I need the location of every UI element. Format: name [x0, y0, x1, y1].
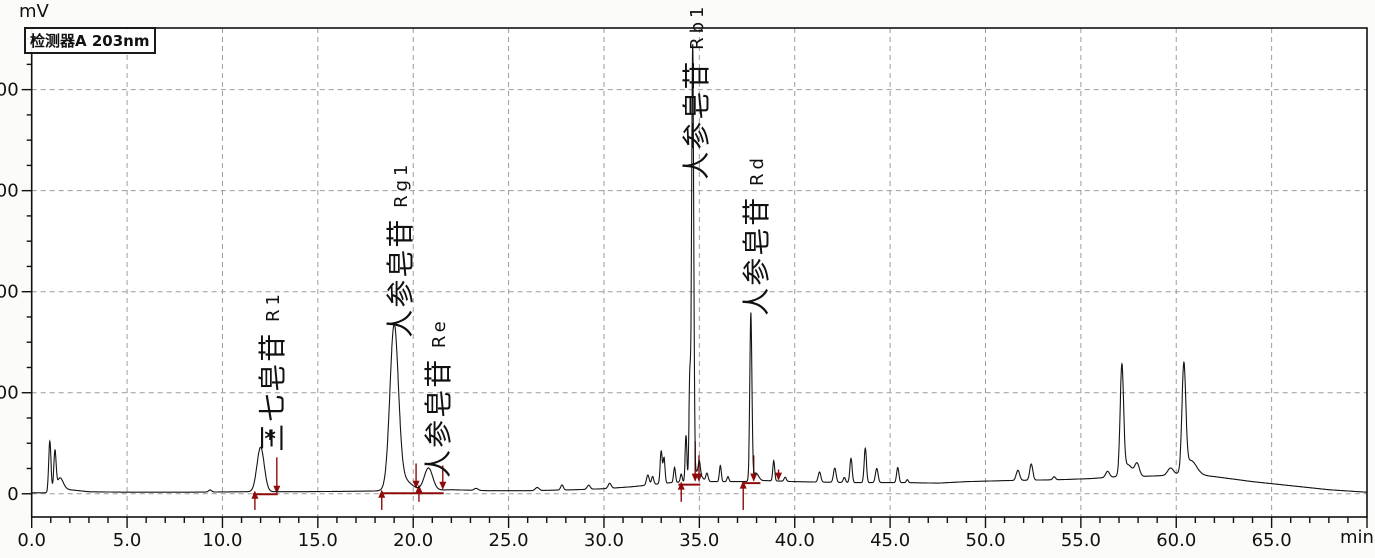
x-tick-labels: 0.0 5.0 10.0 15.0 20.0 25.0 30.0 35.0 40.0 45.0 50…	[17, 530, 1291, 551]
y-tick-label: 200	[0, 282, 19, 303]
x-axis-unit-label: min	[1340, 527, 1374, 548]
y-tick-label: 300	[0, 181, 19, 202]
x-tick-label: 25.0	[489, 530, 529, 551]
x-tick-label: 35.0	[679, 530, 719, 551]
asterisk-annotation: *	[264, 427, 276, 452]
peak-label: 人参皂苷 Rd	[740, 154, 773, 316]
arrow-head	[439, 481, 447, 490]
x-tick-label: 10.0	[202, 530, 242, 551]
x-tick-label: 20.0	[393, 530, 433, 551]
detector-label: 检测器A 203nm	[30, 32, 150, 50]
arrow-head	[695, 473, 703, 482]
arrow-head	[412, 480, 420, 489]
peak-label: 人参皂苷 Rg1	[384, 161, 417, 338]
x-tick-label: 45.0	[870, 530, 910, 551]
integration-marks	[251, 441, 783, 510]
x-tick-label: 40.0	[775, 530, 815, 551]
y-tick-labels: 0 100 200 300 400	[0, 80, 19, 505]
x-tick-label: 15.0	[298, 530, 338, 551]
y-tick-label: 400	[0, 80, 19, 101]
x-tick-label: 60.0	[1156, 530, 1196, 551]
plot-border	[30, 27, 1368, 518]
chromatogram-trace	[31, 44, 1367, 494]
x-tick-label: 0.0	[17, 530, 46, 551]
x-tick-label: 50.0	[965, 530, 1005, 551]
arrow-head	[775, 472, 783, 481]
arrow-head	[378, 489, 386, 498]
x-tick-label: 65.0	[1252, 530, 1292, 551]
arrow-head	[251, 490, 259, 499]
x-tick-label: 5.0	[113, 530, 142, 551]
arrow-head	[415, 484, 423, 493]
arrow-head	[739, 480, 747, 489]
peak-label: 三七皂苷 R1	[256, 290, 289, 452]
x-tick-label: 55.0	[1061, 530, 1101, 551]
grid-lines	[31, 28, 1368, 517]
arrow-head	[677, 481, 685, 490]
detector-label-box: 检测器A 203nm	[24, 27, 157, 54]
axis-ticks	[21, 38, 1368, 528]
arrow-head	[750, 473, 758, 482]
y-tick-label: 0	[7, 484, 18, 505]
peak-label: 人参皂苷 Rb1	[680, 3, 713, 180]
y-axis-unit-label: mV	[19, 1, 49, 22]
peak-label: 人参皂苷 Re	[422, 317, 455, 478]
arrow-head	[273, 485, 281, 494]
y-tick-label: 100	[0, 383, 19, 404]
x-tick-label: 30.0	[584, 530, 624, 551]
